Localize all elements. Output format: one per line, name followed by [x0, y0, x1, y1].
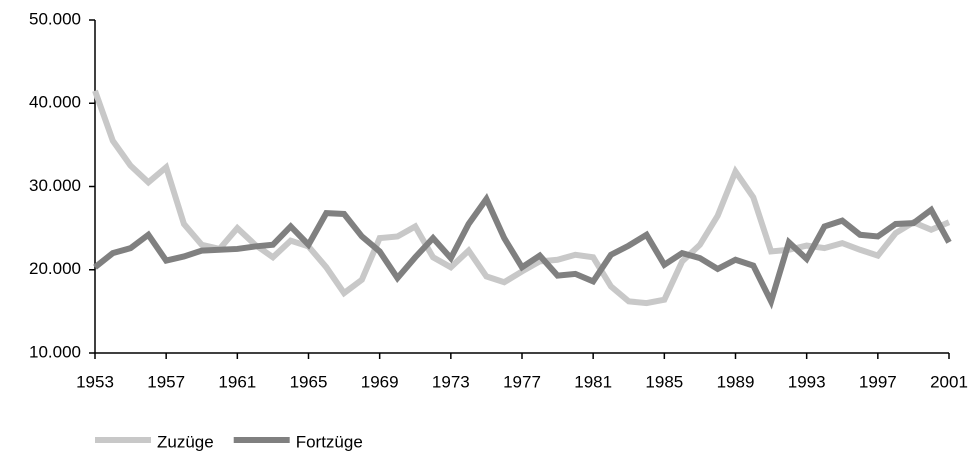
x-tick-label: 1977	[503, 372, 541, 391]
legend-label: Zuzüge	[157, 432, 214, 451]
x-tick-label: 1985	[645, 372, 683, 391]
x-tick-label: 1965	[290, 372, 328, 391]
y-tick-label: 10.000	[29, 342, 81, 361]
x-tick-label: 1973	[432, 372, 470, 391]
series-line	[93, 193, 952, 310]
legend-label: Fortzüge	[296, 432, 363, 451]
x-tick-label: 1961	[218, 372, 256, 391]
x-tick-label: 1957	[147, 372, 185, 391]
series-line	[92, 89, 951, 307]
y-tick-label: 40.000	[29, 93, 81, 112]
y-tick-label: 50.000	[29, 9, 81, 28]
x-tick-label: 1993	[788, 372, 826, 391]
y-tick-label: 30.000	[29, 176, 81, 195]
x-tick-label: 1981	[574, 372, 612, 391]
y-tick-label: 20.000	[29, 259, 81, 278]
x-tick-label: 1969	[361, 372, 399, 391]
x-tick-label: 1989	[717, 372, 755, 391]
x-tick-label: 2001	[930, 372, 968, 391]
x-tick-label: 1953	[76, 372, 114, 391]
x-tick-label: 1997	[859, 372, 897, 391]
